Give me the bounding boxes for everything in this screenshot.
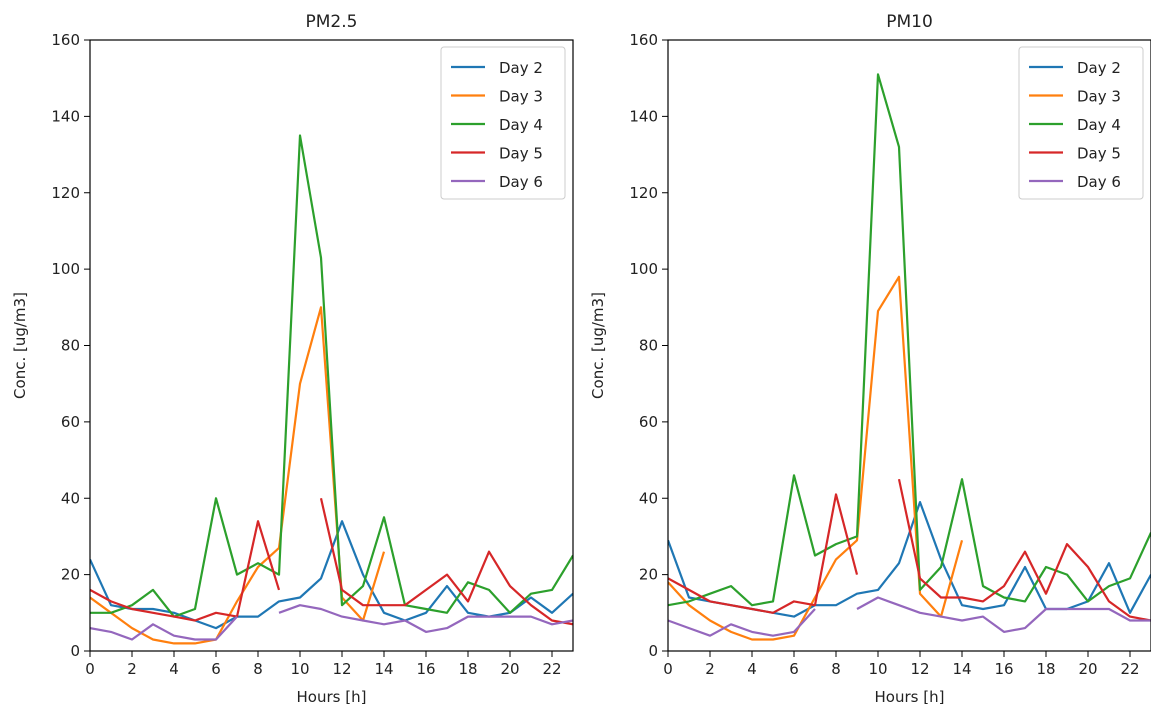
legend-label-day-2: Day 2 [1077,59,1121,77]
x-tick-label: 22 [1120,660,1139,678]
legend: Day 2 Day 3 Day 4 Day 5 Day 6 [440,46,566,200]
legend-label-day-4: Day 4 [1077,116,1121,134]
x-tick-label: 2 [127,660,137,678]
y-tick-label: 160 [629,31,658,49]
legend: Day 2 Day 3 Day 4 Day 5 Day 6 [1018,46,1144,200]
x-tick-label: 22 [542,660,561,678]
x-tick-label: 10 [868,660,887,678]
series-line-day-3 [668,275,964,641]
x-tick-label: 0 [663,660,673,678]
y-tick-label: 40 [61,489,80,507]
series-line-day-6 [90,604,573,641]
legend-label-day-2: Day 2 [499,59,543,77]
y-tick-label: 80 [639,337,658,355]
series-line-day-6 [668,596,1151,637]
x-tick-label: 16 [994,660,1013,678]
y-axis-label: Conc. [ug/m3] [11,292,29,399]
series-lines [90,134,573,645]
legend-label-day-5: Day 5 [1077,145,1121,163]
x-tick-label: 4 [747,660,757,678]
y-tick-label: 100 [629,260,658,278]
y-tick-label: 140 [51,107,80,125]
chart-panel-2: PM10 0 2 4 6 8 10 12 14 16 18 20 22 0 20 40 60 80 100 120 14… [589,12,1151,706]
x-tick-label: 6 [789,660,799,678]
y-tick-label: 140 [629,107,658,125]
y-tick-label: 20 [61,566,80,584]
legend-label-day-3: Day 3 [499,88,543,106]
x-tick-label: 20 [1078,660,1097,678]
x-tick-label: 14 [374,660,393,678]
series-lines [668,73,1151,641]
x-tick-label: 14 [952,660,971,678]
x-tick-label: 20 [500,660,519,678]
legend-label-day-3: Day 3 [1077,88,1121,106]
chart-title: PM2.5 [306,12,358,32]
y-tick-label: 120 [629,184,658,202]
legend-label-day-5: Day 5 [499,145,543,163]
legend-box [1018,46,1144,200]
x-tick-label: 4 [169,660,179,678]
legend-label-day-6: Day 6 [1077,173,1121,191]
series-line-day-5 [90,498,573,626]
y-tick-label: 120 [51,184,80,202]
y-tick-label: 60 [639,413,658,431]
y-tick-label: 100 [51,260,80,278]
y-tick-label: 0 [70,642,80,660]
x-tick-label: 18 [458,660,477,678]
x-axis-label: Hours [h] [875,688,945,706]
legend-label-day-6: Day 6 [499,173,543,191]
x-tick-label: 0 [85,660,95,678]
x-tick-label: 16 [416,660,435,678]
series-line-day-2 [668,501,1151,618]
chart-panel-1: PM2.5 0 2 4 6 8 10 12 14 16 18 20 22 0 20 40 60 80 100 120 1… [11,12,574,706]
x-tick-label: 2 [705,660,715,678]
x-tick-label: 10 [290,660,309,678]
legend-box [440,46,566,200]
x-tick-label: 12 [332,660,351,678]
y-tick-label: 20 [639,566,658,584]
x-tick-label: 8 [253,660,263,678]
series-line-day-5 [668,478,1151,622]
series-line-day-3 [90,306,386,645]
y-tick-label: 60 [61,413,80,431]
x-tick-label: 6 [211,660,221,678]
series-line-day-4 [90,134,573,618]
chart-title: PM10 [886,12,933,32]
y-tick-label: 80 [61,337,80,355]
x-tick-label: 18 [1036,660,1055,678]
y-tick-label: 40 [639,489,658,507]
series-line-day-4 [668,73,1151,607]
y-tick-label: 160 [51,31,80,49]
y-tick-label: 0 [648,642,658,660]
x-tick-label: 12 [910,660,929,678]
x-tick-label: 8 [831,660,841,678]
legend-label-day-4: Day 4 [499,116,543,134]
x-axis-label: Hours [h] [297,688,367,706]
y-axis-label: Conc. [ug/m3] [589,292,607,399]
